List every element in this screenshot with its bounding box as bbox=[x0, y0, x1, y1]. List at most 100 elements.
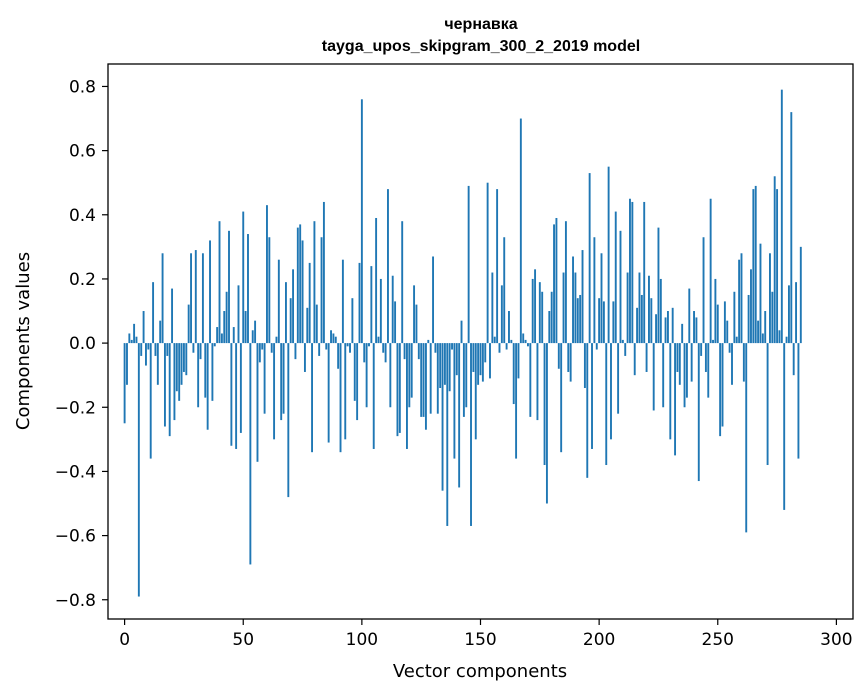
bar bbox=[783, 343, 786, 510]
x-axis-ticks: 0 50 100 150 200 250 300 bbox=[119, 619, 853, 650]
bar bbox=[591, 343, 593, 449]
bar bbox=[695, 317, 698, 344]
bar bbox=[652, 343, 655, 411]
bar bbox=[228, 230, 230, 344]
bar bbox=[266, 205, 268, 344]
bar bbox=[443, 343, 446, 385]
bar bbox=[605, 343, 608, 466]
bar bbox=[446, 343, 449, 526]
bar bbox=[778, 330, 781, 344]
bar bbox=[382, 343, 385, 353]
bar bbox=[161, 253, 164, 344]
bar bbox=[401, 221, 404, 344]
bar bbox=[555, 217, 558, 344]
bar bbox=[247, 234, 249, 344]
bar bbox=[334, 336, 337, 344]
bar bbox=[353, 343, 356, 401]
bar bbox=[460, 320, 463, 344]
y-tick-label: −0.8 bbox=[55, 591, 96, 611]
bar bbox=[337, 343, 340, 369]
bar bbox=[614, 211, 617, 344]
bar bbox=[192, 343, 195, 353]
bar bbox=[740, 253, 743, 344]
bar bbox=[358, 262, 361, 344]
bar bbox=[363, 343, 366, 363]
bar bbox=[474, 343, 477, 440]
bar bbox=[508, 311, 510, 344]
bar bbox=[619, 230, 622, 344]
bar bbox=[629, 198, 631, 344]
bar bbox=[277, 259, 280, 344]
y-tick-label: −0.6 bbox=[55, 527, 96, 547]
bar bbox=[289, 298, 292, 344]
bar bbox=[258, 343, 261, 363]
bar bbox=[787, 285, 790, 344]
bar bbox=[166, 343, 169, 356]
bar bbox=[211, 343, 214, 401]
bar bbox=[242, 211, 245, 344]
bar bbox=[491, 272, 494, 344]
bar bbox=[707, 343, 710, 398]
y-tick-label: 0.6 bbox=[69, 142, 96, 162]
bar bbox=[534, 269, 537, 344]
bar bbox=[738, 259, 741, 344]
bar bbox=[731, 343, 733, 385]
x-tick-label: 50 bbox=[232, 630, 254, 650]
bar bbox=[723, 301, 726, 344]
bar bbox=[728, 343, 731, 353]
bar bbox=[726, 320, 729, 344]
bar bbox=[795, 282, 798, 344]
bar bbox=[137, 343, 140, 597]
bar bbox=[123, 343, 126, 424]
bar bbox=[439, 343, 442, 389]
bar bbox=[209, 240, 211, 344]
bar bbox=[301, 240, 304, 344]
bar bbox=[536, 343, 539, 421]
bar bbox=[576, 298, 579, 344]
bar bbox=[232, 327, 235, 344]
bar bbox=[481, 343, 484, 382]
y-axis-label: Components values bbox=[13, 252, 34, 430]
bar bbox=[424, 343, 427, 430]
plot-frame bbox=[107, 63, 854, 620]
bar bbox=[126, 343, 128, 385]
bar bbox=[230, 343, 233, 446]
bar bbox=[263, 343, 266, 414]
bar bbox=[387, 189, 389, 344]
bar bbox=[657, 227, 660, 344]
bar bbox=[631, 201, 634, 344]
bar bbox=[306, 307, 309, 344]
y-tick-label: −0.4 bbox=[55, 462, 96, 482]
y-axis-ticks: −0.8 −0.6 −0.4 −0.2 0.0 0.2 0.4 0.6 0.8 bbox=[55, 77, 108, 611]
bar bbox=[432, 256, 434, 344]
bar bbox=[648, 275, 650, 344]
bar bbox=[128, 333, 131, 344]
bar bbox=[780, 89, 783, 344]
bar bbox=[408, 343, 411, 408]
bar bbox=[529, 343, 532, 417]
bar bbox=[237, 285, 240, 344]
bar bbox=[180, 343, 183, 385]
bar bbox=[182, 343, 185, 372]
bar bbox=[538, 282, 541, 344]
bar bbox=[145, 343, 147, 366]
bar bbox=[467, 185, 470, 344]
bar bbox=[406, 343, 408, 449]
bar bbox=[285, 282, 287, 344]
bar bbox=[759, 243, 762, 344]
bar bbox=[410, 343, 413, 398]
bar bbox=[503, 237, 506, 344]
x-tick-label: 150 bbox=[464, 630, 496, 650]
bar bbox=[451, 343, 453, 350]
bar bbox=[332, 333, 335, 344]
bar bbox=[434, 343, 437, 353]
bar bbox=[313, 221, 316, 344]
bar bbox=[745, 343, 748, 533]
bar bbox=[764, 311, 767, 344]
bar bbox=[586, 343, 589, 478]
bar bbox=[712, 339, 714, 344]
bar bbox=[339, 343, 342, 453]
bar bbox=[633, 343, 636, 376]
x-tick-label: 100 bbox=[346, 630, 378, 650]
